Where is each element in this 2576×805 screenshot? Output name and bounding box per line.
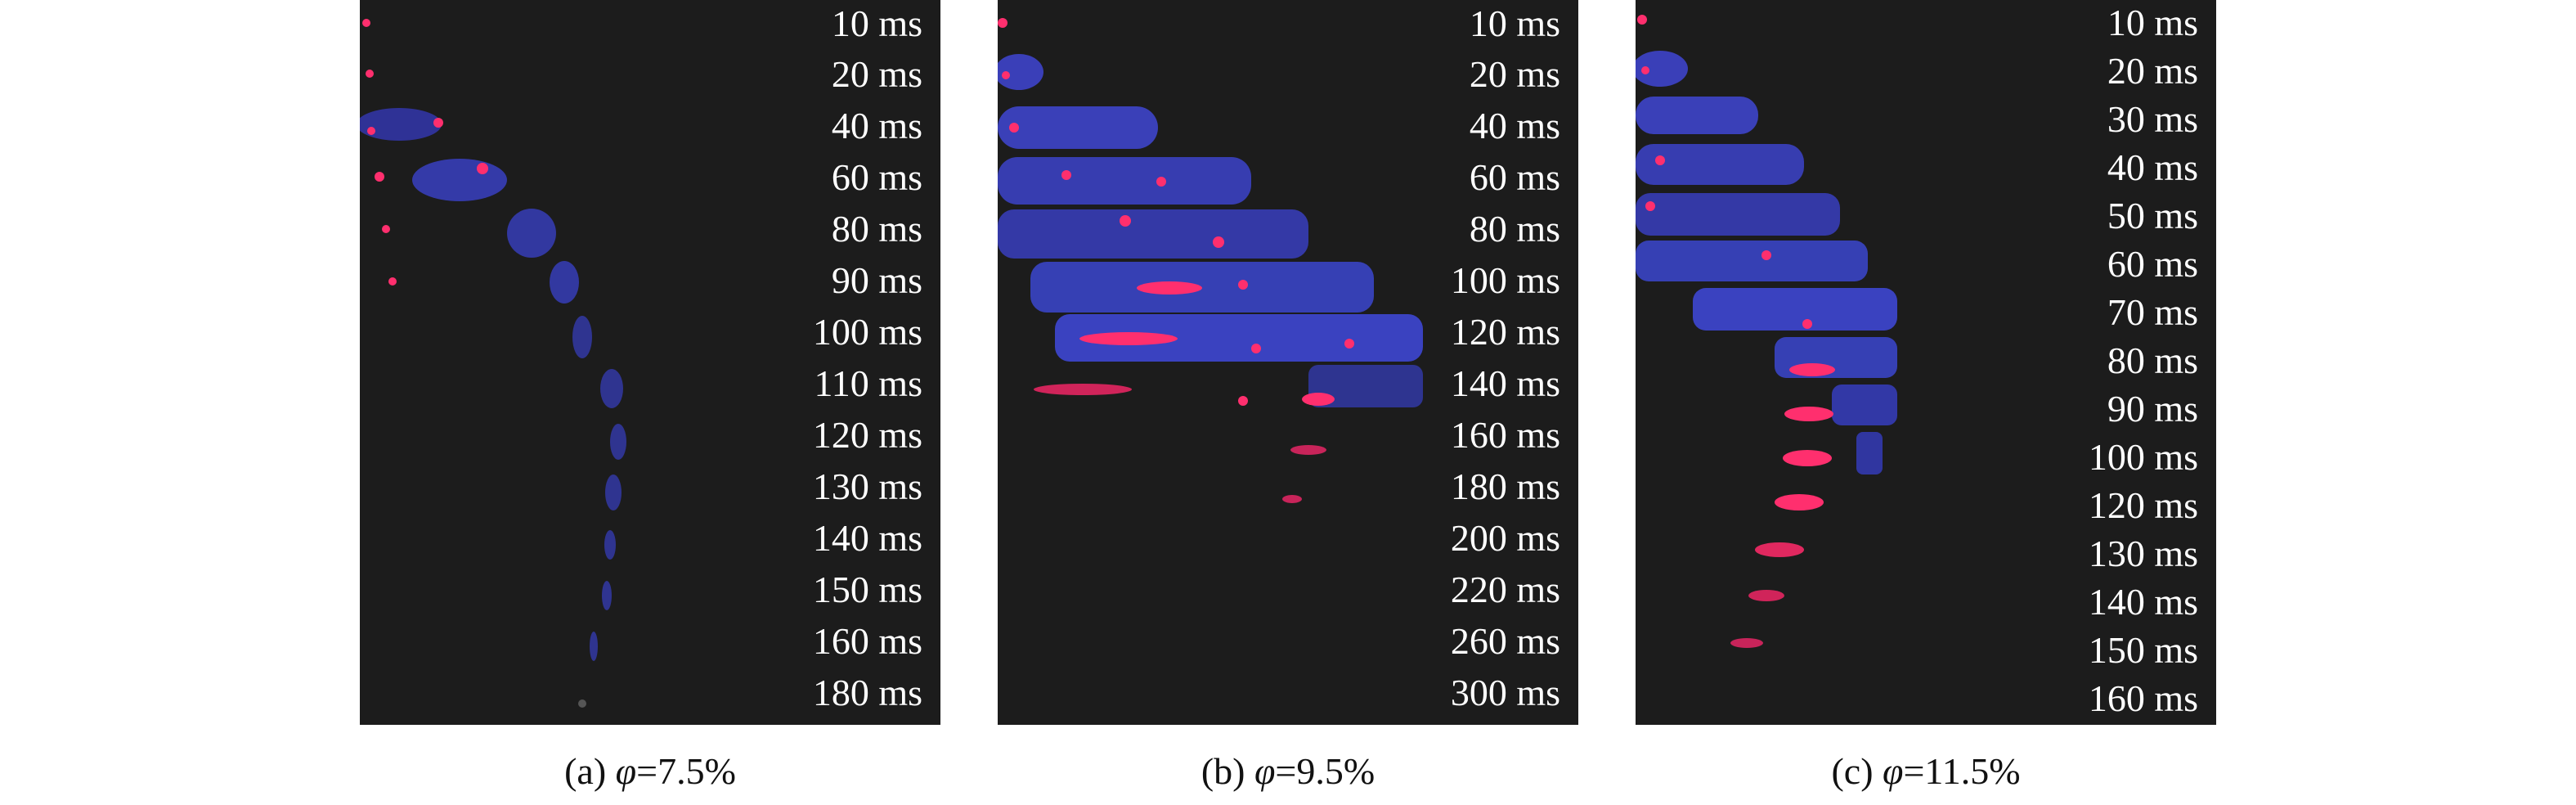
time-label: 160 ms [2088, 677, 2198, 719]
time-label: 40 ms [831, 105, 922, 146]
image-panel-a: 10 ms 20 ms 40 ms 60 ms 80 ms 90 ms 100 … [360, 0, 940, 725]
time-label: 10 ms [2107, 2, 2198, 43]
time-label: 200 ms [1450, 517, 1560, 559]
time-label: 180 ms [1450, 465, 1560, 507]
time-label: 100 ms [2088, 436, 2198, 478]
time-label: 80 ms [1469, 208, 1560, 250]
time-label: 140 ms [2088, 581, 2198, 623]
time-label: 20 ms [2107, 50, 2198, 92]
bubble-sequence-a [360, 19, 626, 708]
time-label: 120 ms [812, 414, 922, 456]
time-label: 180 ms [812, 672, 922, 713]
time-label: 20 ms [831, 53, 922, 95]
time-label: 40 ms [2107, 146, 2198, 188]
caption-symbol: φ [615, 750, 637, 792]
time-label: 110 ms [814, 362, 922, 404]
time-label: 140 ms [1450, 362, 1560, 404]
time-label: 150 ms [812, 569, 922, 610]
caption-value: =9.5% [1275, 750, 1376, 792]
time-label: 300 ms [1450, 672, 1560, 713]
time-label: 160 ms [1450, 414, 1560, 456]
time-label: 10 ms [831, 2, 922, 44]
panel-caption-a: (a) φ=7.5% [360, 751, 940, 792]
time-label: 80 ms [831, 208, 922, 250]
time-label: 90 ms [831, 259, 922, 301]
time-label: 10 ms [1469, 2, 1560, 44]
image-panel-c: 10 ms 20 ms 30 ms 40 ms 50 ms 60 ms 70 m… [1636, 0, 2216, 725]
time-label: 20 ms [1469, 53, 1560, 95]
caption-prefix: (b) [1200, 750, 1254, 792]
time-label: 130 ms [2088, 533, 2198, 574]
caption-value: =7.5% [636, 750, 736, 792]
time-label: 130 ms [812, 465, 922, 507]
time-label: 60 ms [831, 156, 922, 198]
time-label: 220 ms [1450, 569, 1560, 610]
time-label: 60 ms [2107, 243, 2198, 285]
time-label: 120 ms [2088, 484, 2198, 526]
time-label: 90 ms [2107, 388, 2198, 429]
panel-caption-b: (b) φ=9.5% [998, 751, 1578, 792]
time-label: 160 ms [812, 620, 922, 662]
time-labels-c: 10 ms 20 ms 30 ms 40 ms 50 ms 60 ms 70 m… [2026, 0, 2198, 725]
time-label: 60 ms [1469, 156, 1560, 198]
time-label: 120 ms [1450, 311, 1560, 353]
time-labels-b: 10 ms 20 ms 40 ms 60 ms 80 ms 100 ms 120… [1389, 0, 1560, 725]
time-label: 70 ms [2107, 291, 2198, 333]
bubble-sequence-b [998, 18, 1423, 503]
time-label: 260 ms [1450, 620, 1560, 662]
image-panel-b: 10 ms 20 ms 40 ms 60 ms 80 ms 100 ms 120… [998, 0, 1578, 725]
panel-caption-c: (c) φ=11.5% [1636, 751, 2216, 792]
time-label: 100 ms [1450, 259, 1560, 301]
time-label: 140 ms [812, 517, 922, 559]
time-label: 50 ms [2107, 195, 2198, 236]
caption-prefix: (a) [564, 750, 616, 792]
caption-value: =11.5% [1903, 750, 2021, 792]
time-label: 80 ms [2107, 340, 2198, 381]
time-label: 100 ms [812, 311, 922, 353]
time-label: 40 ms [1469, 105, 1560, 146]
time-label: 150 ms [2088, 629, 2198, 671]
bubble-sequence-c [1636, 15, 1897, 648]
time-labels-a: 10 ms 20 ms 40 ms 60 ms 80 ms 90 ms 100 … [751, 0, 922, 725]
caption-symbol: φ [1883, 750, 1904, 792]
time-label: 30 ms [2107, 98, 2198, 140]
caption-symbol: φ [1254, 750, 1276, 792]
caption-prefix: (c) [1831, 750, 1883, 792]
